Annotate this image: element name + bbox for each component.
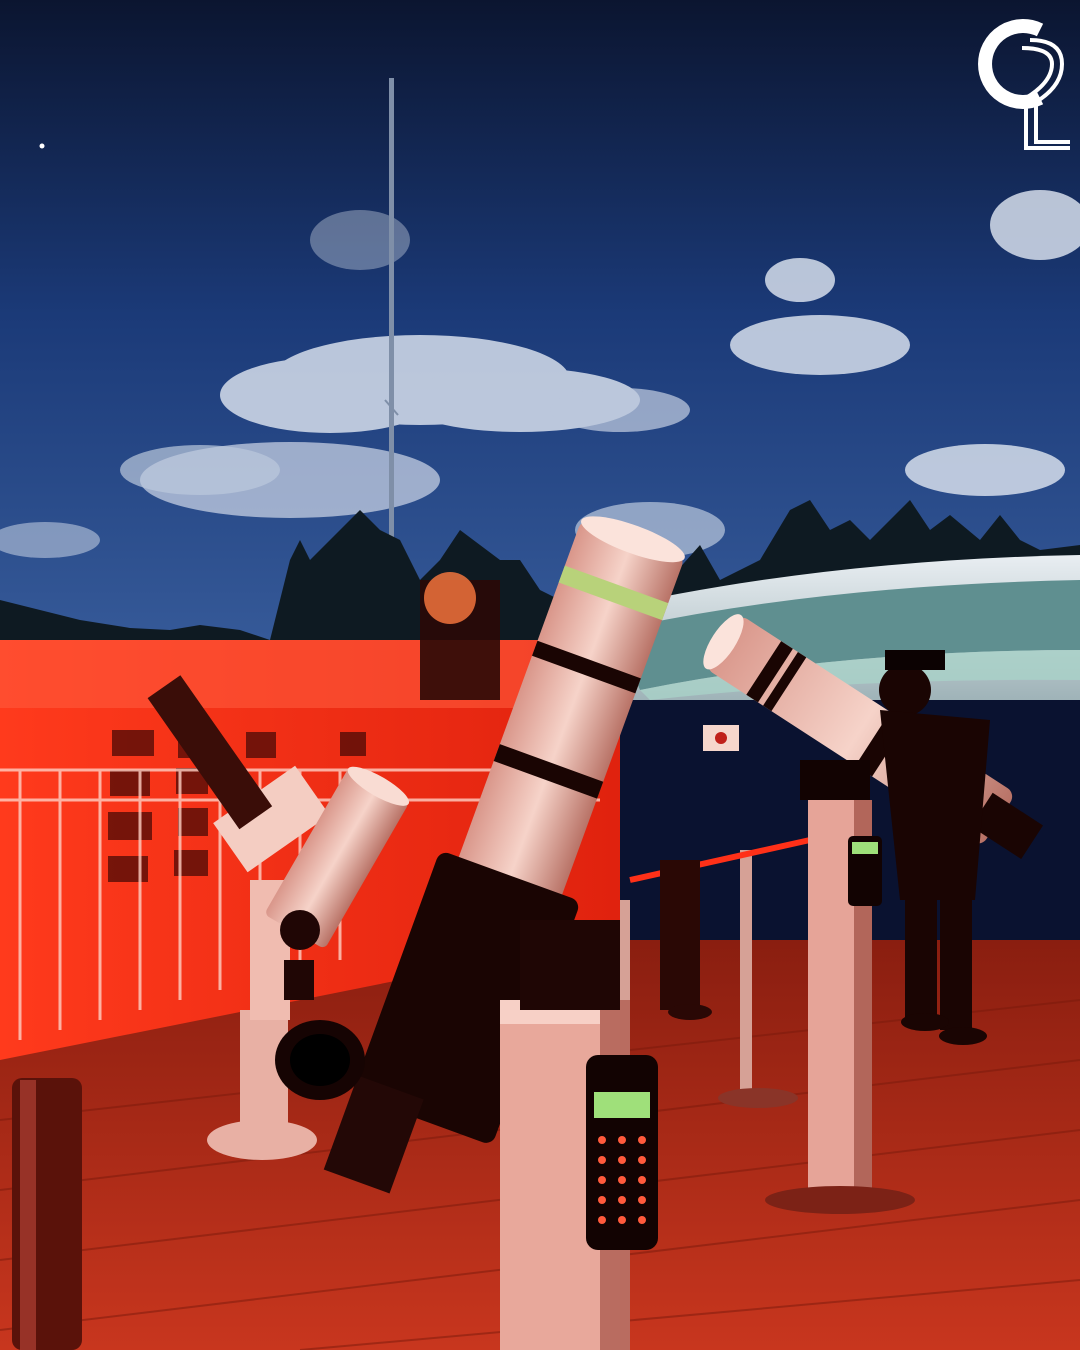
star bbox=[39, 143, 45, 149]
background-person bbox=[660, 860, 712, 1020]
antenna-mast bbox=[389, 78, 394, 668]
left-telescope bbox=[147, 675, 410, 1160]
o2-logo-icon bbox=[978, 19, 1070, 150]
observer-person bbox=[879, 650, 990, 1045]
hand-controller-icon bbox=[586, 1055, 658, 1250]
clouds bbox=[0, 190, 1080, 558]
